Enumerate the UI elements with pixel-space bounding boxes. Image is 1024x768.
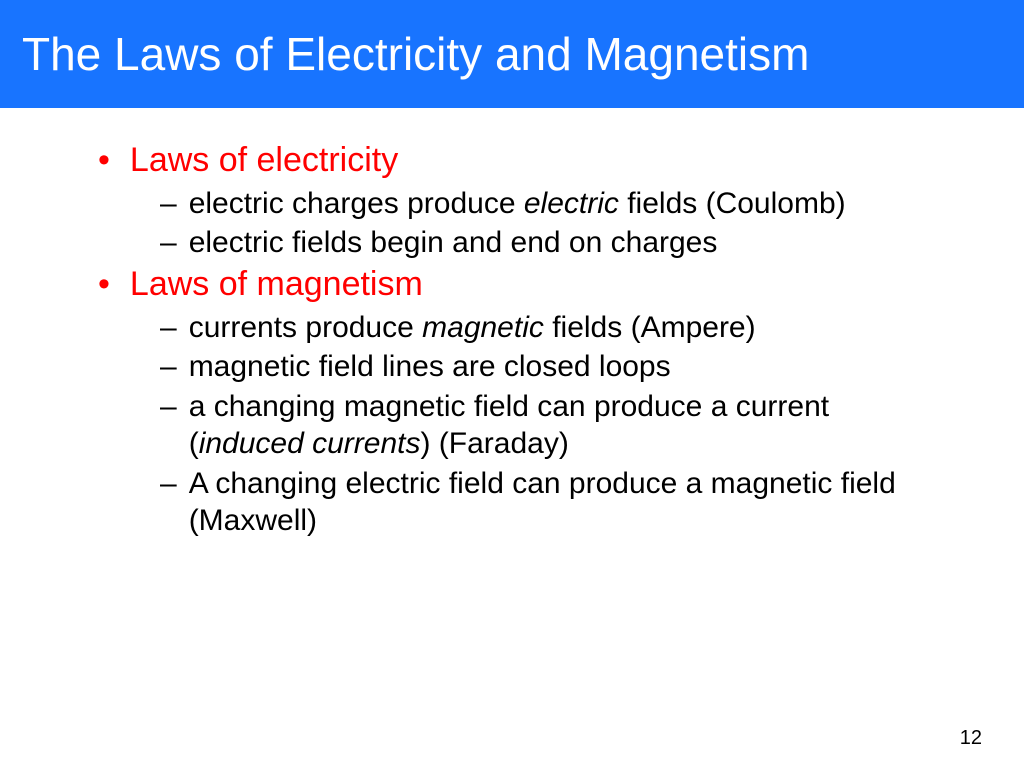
italic-text: magnetic (422, 311, 544, 344)
sub-text: a changing magnetic field can produce a … (189, 388, 949, 463)
italic-text: induced currents (199, 427, 421, 460)
sub-item: –A changing electric field can produce a… (60, 465, 964, 540)
dash-marker: – (160, 309, 177, 347)
slide-title: The Laws of Electricity and Magnetism (22, 27, 809, 81)
italic-text: electric (524, 187, 619, 220)
plain-text: ) (Faraday) (420, 427, 568, 460)
sub-text: currents produce magnetic fields (Ampere… (189, 309, 756, 347)
bullet-text: Laws of magnetism (130, 264, 423, 305)
dash-marker: – (160, 348, 177, 386)
bullet-item: • Laws of electricity (60, 140, 964, 181)
dash-marker: – (160, 224, 177, 262)
dash-marker: – (160, 388, 177, 426)
bullet-item: • Laws of magnetism (60, 264, 964, 305)
sub-item: –magnetic field lines are closed loops (60, 348, 964, 386)
sub-text: electric fields begin and end on charges (189, 224, 718, 262)
slide-content: •Laws of electricity–electric charges pr… (0, 108, 1024, 540)
plain-text: fields (Coulomb) (619, 187, 846, 220)
dash-marker: – (160, 465, 177, 503)
sub-text: electric charges produce electric fields… (189, 185, 846, 223)
bullet-marker: • (98, 140, 110, 181)
sub-text: magnetic field lines are closed loops (189, 348, 671, 386)
slide-title-bar: The Laws of Electricity and Magnetism (0, 0, 1024, 108)
plain-text: electric fields begin and end on charges (189, 226, 718, 259)
sub-text: A changing electric field can produce a … (189, 465, 949, 540)
sub-item: –electric charges produce electric field… (60, 185, 964, 223)
plain-text: fields (Ampere) (544, 311, 756, 344)
bullet-text: Laws of electricity (130, 140, 398, 181)
dash-marker: – (160, 185, 177, 223)
sub-item: –electric fields begin and end on charge… (60, 224, 964, 262)
bullet-marker: • (98, 264, 110, 305)
plain-text: electric charges produce (189, 187, 524, 220)
plain-text: magnetic field lines are closed loops (189, 350, 671, 383)
page-number: 12 (960, 727, 982, 750)
sub-item: –currents produce magnetic fields (Amper… (60, 309, 964, 347)
plain-text: currents produce (189, 311, 422, 344)
plain-text: A changing electric field can produce a … (189, 467, 896, 538)
sub-item: –a changing magnetic field can produce a… (60, 388, 964, 463)
